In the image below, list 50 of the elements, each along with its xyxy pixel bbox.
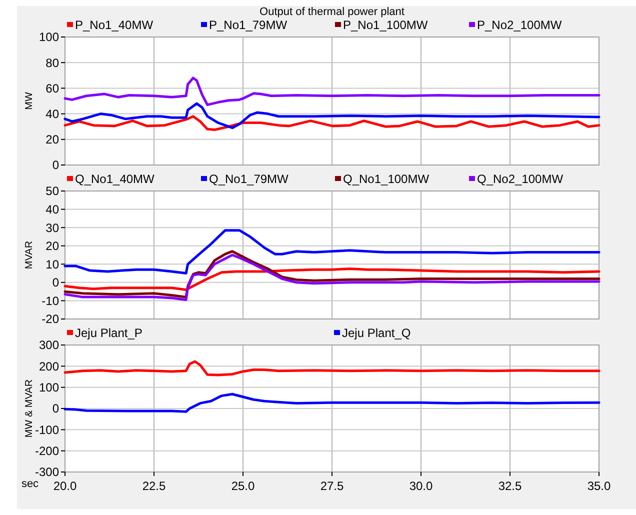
line-series xyxy=(64,102,600,130)
y-tick-label: 20 xyxy=(46,239,60,254)
x-axis-title: sec xyxy=(21,478,40,490)
x-tick-label: 35.0 xyxy=(587,479,611,493)
line-series xyxy=(64,360,600,376)
y-tick-label: -100 xyxy=(34,422,60,437)
y-axis-title: MVAR xyxy=(24,240,35,270)
x-tick-label: 25.0 xyxy=(231,479,255,493)
y-tick-label: 80 xyxy=(46,56,60,70)
legend-label: Jeju Plant_Q xyxy=(342,326,411,340)
y-tick-label: 50 xyxy=(46,184,60,198)
y-tick-label: 0 xyxy=(52,276,60,290)
x-tick-label: 22.5 xyxy=(142,479,166,493)
y-tick-label: 200 xyxy=(38,359,60,374)
x-tick-label: 20.0 xyxy=(53,479,77,493)
line-series xyxy=(64,267,600,291)
chart-title: Output of thermal power plant xyxy=(260,6,404,18)
legend-label: P_No1_40MW xyxy=(75,18,154,32)
y-tick-label: -200 xyxy=(34,444,60,458)
y-axis-title: MW & MVAR xyxy=(24,379,35,438)
y-tick-label: 30 xyxy=(46,220,60,235)
y-tick-label: 40 xyxy=(46,107,60,121)
y-tick-label: -300 xyxy=(34,465,60,480)
y-tick-label: 10 xyxy=(46,257,60,272)
legend-label: Q_No1_40MW xyxy=(75,172,156,186)
legend-label: P_No1_100MW xyxy=(343,18,428,32)
y-tick-label: 100 xyxy=(38,30,60,44)
y-tick-label: 60 xyxy=(46,81,60,96)
line-series xyxy=(64,115,600,132)
y-tick-label: 0 xyxy=(52,158,60,172)
y-tick-label: -10 xyxy=(42,294,60,308)
legend-label: Q_No2_100MW xyxy=(477,172,564,186)
x-tick-label: 27.5 xyxy=(320,479,344,493)
x-tick-label: 32.5 xyxy=(498,479,522,493)
legend-label: Q_No1_79MW xyxy=(209,172,290,186)
legend-label: Jeju Plant_P xyxy=(75,326,142,340)
y-tick-label: 100 xyxy=(38,380,60,395)
line-series xyxy=(64,392,600,413)
line-series xyxy=(64,76,600,106)
y-tick-label: 300 xyxy=(38,338,60,352)
legend-label: Q_No1_100MW xyxy=(343,172,430,186)
y-tick-label: -20 xyxy=(42,312,60,326)
y-tick-label: 40 xyxy=(46,202,60,216)
line-series xyxy=(64,229,600,275)
y-tick-label: 0 xyxy=(52,402,60,416)
x-tick-label: 30.0 xyxy=(409,479,433,493)
y-tick-label: 20 xyxy=(46,132,60,147)
y-axis-title: MW xyxy=(24,92,35,110)
legend-label: P_No1_79MW xyxy=(209,18,288,32)
legend-label: P_No2_100MW xyxy=(477,18,562,32)
